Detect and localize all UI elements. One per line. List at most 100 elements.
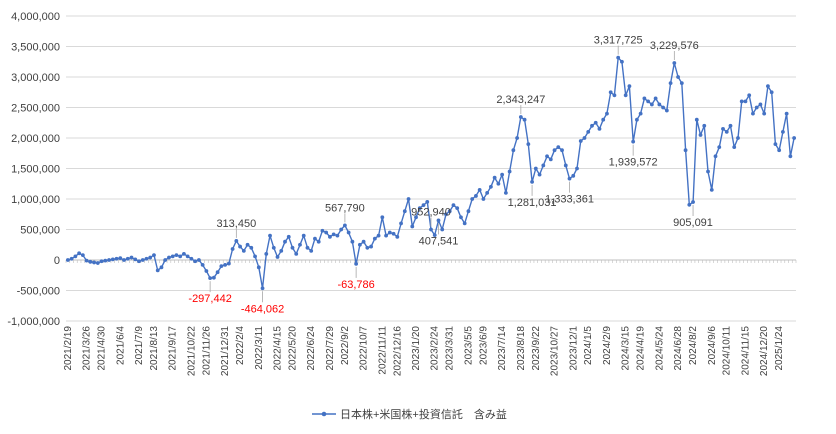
data-label: 1,939,572	[609, 157, 658, 169]
data-point	[732, 145, 737, 150]
data-point	[507, 169, 512, 174]
data-point	[694, 117, 699, 122]
data-point	[234, 238, 239, 243]
legend-label: 日本株+米国株+投資信託 含み益	[340, 407, 507, 421]
x-tick-label: 2024/2/9	[602, 326, 613, 365]
data-point	[548, 157, 553, 162]
x-tick-label: 2022/12/16	[392, 326, 403, 376]
data-point	[95, 261, 100, 265]
data-label: -464,062	[241, 303, 284, 315]
data-point	[724, 130, 729, 134]
data-point	[313, 236, 317, 241]
data-point	[219, 264, 224, 268]
data-point	[612, 93, 617, 98]
data-point	[447, 209, 452, 214]
data-point	[182, 252, 186, 256]
data-point	[758, 102, 763, 107]
data-point	[264, 252, 269, 256]
x-tick-label: 2021/3/26	[82, 326, 93, 371]
data-point	[560, 148, 564, 153]
data-label: 1,281,031	[508, 197, 557, 209]
data-point	[575, 166, 579, 171]
data-point	[301, 233, 306, 238]
data-label: 3,229,576	[650, 40, 699, 52]
data-point	[84, 258, 89, 263]
data-point	[436, 218, 441, 223]
data-point	[189, 256, 194, 261]
y-tick-label: 500,000	[20, 225, 60, 237]
data-point	[451, 203, 456, 208]
data-point	[245, 242, 250, 247]
data-point	[402, 209, 407, 214]
data-point	[739, 99, 744, 104]
data-point	[515, 136, 520, 140]
data-point	[672, 61, 677, 65]
data-point	[586, 130, 591, 134]
legend-dot-marker	[321, 411, 327, 417]
data-point	[500, 172, 505, 177]
data-point	[331, 232, 336, 237]
data-point	[200, 262, 205, 267]
data-point	[140, 258, 145, 262]
data-point	[167, 255, 171, 260]
data-point	[174, 253, 179, 258]
data-point	[462, 221, 467, 226]
data-point	[634, 117, 639, 122]
data-point	[241, 248, 246, 253]
data-point	[631, 139, 636, 144]
data-point	[713, 154, 718, 159]
data-point	[376, 233, 381, 238]
data-point	[623, 93, 628, 98]
data-point	[215, 270, 220, 275]
data-point	[372, 236, 377, 241]
x-tick-label: 2022/11/11	[377, 326, 388, 375]
data-point	[80, 253, 85, 258]
data-point	[518, 115, 523, 119]
data-label: 407,541	[419, 235, 459, 247]
data-point	[226, 261, 231, 266]
data-point	[485, 191, 490, 195]
data-point	[780, 130, 785, 134]
data-point	[320, 228, 325, 233]
data-point	[380, 215, 385, 220]
data-point	[69, 256, 74, 261]
data-point	[238, 244, 242, 249]
x-tick-label: 2021/4/30	[97, 326, 108, 371]
data-point	[196, 258, 201, 262]
data-point	[399, 221, 403, 226]
x-tick-label: 2023/8/18	[516, 326, 527, 371]
y-tick-label: 1,000,000	[11, 194, 60, 206]
data-point	[702, 123, 707, 128]
data-point	[691, 200, 695, 204]
data-label: 567,790	[325, 202, 365, 214]
y-tick-label: 1,500,000	[11, 164, 60, 176]
data-point	[249, 245, 254, 250]
data-point	[316, 239, 321, 244]
data-point	[73, 254, 78, 259]
data-point	[590, 123, 594, 128]
data-point	[492, 175, 497, 180]
data-point	[676, 75, 680, 79]
data-point	[342, 223, 347, 228]
data-point	[268, 233, 272, 238]
data-point	[728, 123, 733, 128]
data-point	[511, 148, 516, 153]
x-tick-label: 2024/9/6	[707, 326, 718, 365]
data-point	[541, 163, 546, 168]
data-point	[455, 206, 460, 211]
data-point	[466, 209, 471, 214]
x-tick-label: 2024/10/11	[722, 326, 733, 376]
x-tick-label: 2021/2/19	[63, 326, 74, 371]
data-point	[597, 126, 602, 131]
data-point	[743, 99, 748, 104]
data-point	[290, 245, 295, 250]
x-tick-label: 2024/4/19	[636, 326, 647, 371]
data-label: 952,940	[411, 207, 451, 219]
data-point	[211, 275, 216, 280]
data-point	[144, 256, 149, 261]
data-point	[170, 254, 175, 259]
data-point	[369, 244, 374, 249]
y-tick-label: 3,500,000	[11, 42, 60, 54]
data-point	[155, 268, 160, 273]
